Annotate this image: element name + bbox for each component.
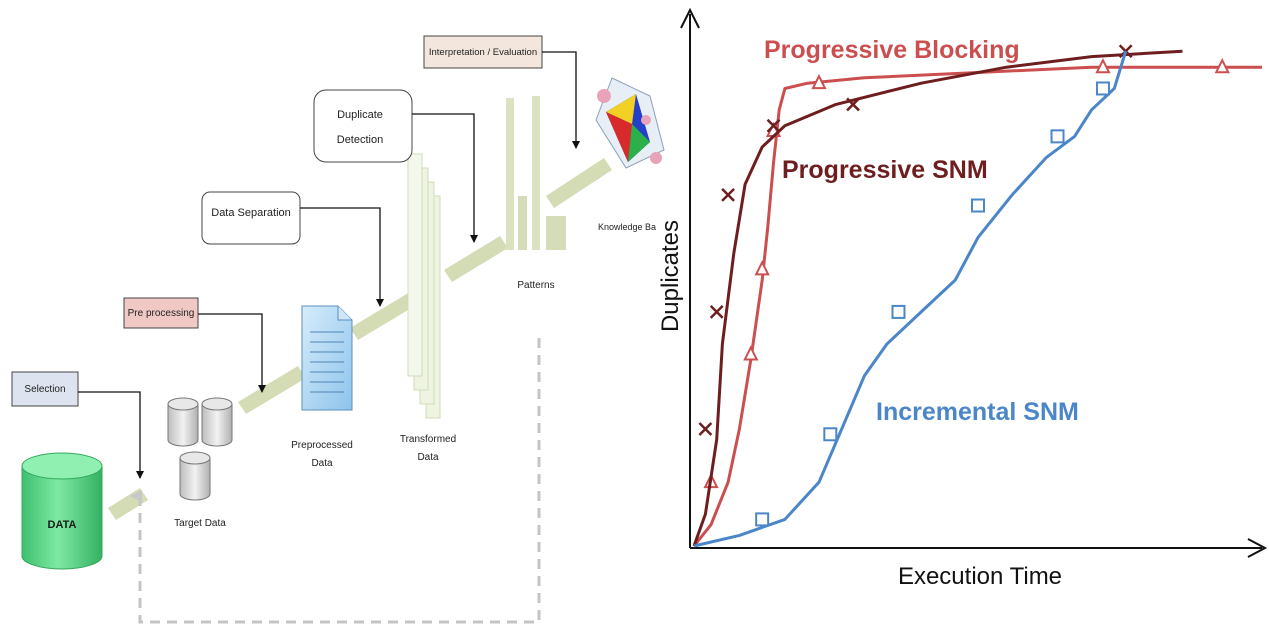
preprocessed-label-1: Preprocessed bbox=[291, 440, 353, 451]
marker-progressive-blocking-5 bbox=[1095, 57, 1111, 74]
selection-label: Selection bbox=[24, 384, 65, 395]
series-line-incremental-snm bbox=[693, 50, 1128, 548]
series-incremental-snm bbox=[693, 50, 1128, 548]
target-data-cylinders bbox=[167, 397, 233, 501]
data-cylinder: DATA bbox=[21, 452, 103, 570]
marker-incremental-snm-2 bbox=[891, 304, 906, 319]
series-progressive-blocking bbox=[692, 57, 1262, 547]
marker-progressive-snm-0 bbox=[698, 422, 713, 436]
knowledge-base-icon bbox=[595, 77, 665, 169]
marker-incremental-snm-0 bbox=[755, 512, 770, 527]
preprocessed-label-2: Data bbox=[311, 458, 333, 469]
knowledge-label: Knowledge Ba bbox=[598, 222, 656, 232]
marker-progressive-blocking-1 bbox=[743, 345, 759, 361]
interpretation-label: Interpretation / Evaluation bbox=[429, 47, 537, 58]
step-duplicate-detection: Duplicate Detection bbox=[313, 89, 478, 243]
series-line-progressive-blocking bbox=[692, 65, 1262, 547]
step-selection: Selection bbox=[11, 371, 144, 479]
marker-progressive-snm-2 bbox=[721, 187, 735, 202]
data-label: DATA bbox=[48, 519, 77, 531]
series-layer bbox=[692, 44, 1262, 548]
patterns-label: Patterns bbox=[517, 280, 554, 291]
duplicate-label-1: Duplicate bbox=[337, 109, 383, 121]
flow-band bbox=[108, 158, 612, 520]
transformed-data-stack bbox=[407, 153, 441, 419]
step-pre-processing: Pre processing bbox=[123, 297, 266, 393]
marker-progressive-blocking-6 bbox=[1214, 57, 1230, 74]
kdd-process-diagram: DATA Target Data bbox=[11, 35, 665, 624]
x-axis-arrow-icon bbox=[1247, 538, 1268, 558]
marker-incremental-snm-1 bbox=[823, 427, 838, 442]
marker-progressive-snm-1 bbox=[709, 305, 724, 319]
marker-progressive-snm-3 bbox=[766, 118, 781, 133]
x-axis-label: Execution Time bbox=[898, 563, 1062, 590]
transformed-label-2: Data bbox=[417, 452, 439, 463]
duplicates-chart: Execution Time Duplicates Progressive Bl… bbox=[657, 7, 1268, 590]
series-line-progressive-snm bbox=[692, 49, 1183, 547]
marker-progressive-blocking-2 bbox=[754, 260, 770, 276]
y-axis-label: Duplicates bbox=[657, 220, 684, 332]
marker-incremental-snm-4 bbox=[1050, 129, 1065, 144]
pre-processing-label: Pre processing bbox=[128, 308, 195, 319]
marker-progressive-snm-4 bbox=[846, 97, 860, 112]
marker-incremental-snm-3 bbox=[971, 198, 985, 213]
document-icon bbox=[301, 305, 353, 411]
transformed-label-1: Transformed bbox=[400, 434, 456, 445]
series-label-incremental-snm: Incremental SNM bbox=[876, 398, 1079, 426]
data-separation-label: Data Separation bbox=[211, 207, 291, 219]
duplicate-label-2: Detection bbox=[337, 134, 383, 146]
series-label-progressive-snm: Progressive SNM bbox=[782, 156, 988, 184]
step-data-separation: Data Separation bbox=[201, 191, 384, 307]
feedback-loop bbox=[130, 338, 541, 624]
target-data-label: Target Data bbox=[174, 518, 226, 529]
y-axis-arrow-icon bbox=[680, 7, 700, 29]
step-interpretation: Interpretation / Evaluation bbox=[423, 35, 580, 149]
marker-incremental-snm-5 bbox=[1095, 81, 1110, 96]
marker-progressive-blocking-4 bbox=[811, 73, 827, 90]
series-label-progressive-blocking: Progressive Blocking bbox=[764, 36, 1020, 64]
patterns-bars bbox=[506, 96, 566, 250]
